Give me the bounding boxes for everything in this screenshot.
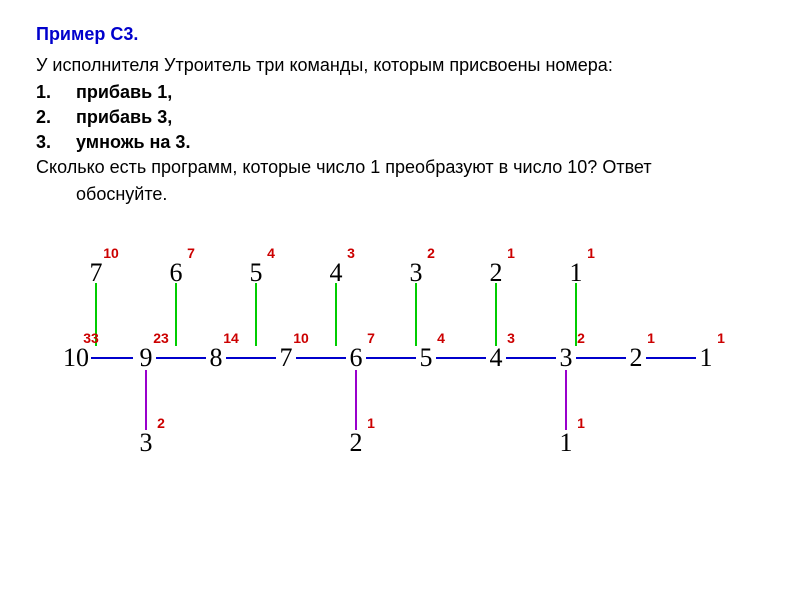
diagram-count: 1 xyxy=(577,415,585,431)
cmd-num: 2. xyxy=(36,107,76,128)
diagram-node: 7 xyxy=(280,343,293,373)
diagram-count: 1 xyxy=(647,330,655,346)
diagram-node: 3 xyxy=(410,258,423,288)
diagram-node: 1 xyxy=(560,428,573,458)
diagram-node: 5 xyxy=(250,258,263,288)
diagram-node: 3 xyxy=(560,343,573,373)
diagram-count: 23 xyxy=(153,330,169,346)
diagram-node: 4 xyxy=(330,258,343,288)
command-row: 3. умножь на 3. xyxy=(36,132,764,153)
diagram-count: 10 xyxy=(293,330,309,346)
diagram-count: 2 xyxy=(577,330,585,346)
diagram-count: 7 xyxy=(187,245,195,261)
diagram-node: 2 xyxy=(490,258,503,288)
question-line1: Сколько есть программ, которые число 1 п… xyxy=(36,157,764,178)
diagram-count: 2 xyxy=(427,245,435,261)
diagram-node: 2 xyxy=(350,428,363,458)
diagram-node: 9 xyxy=(140,343,153,373)
cmd-text: умножь на 3. xyxy=(76,132,190,153)
diagram-node: 2 xyxy=(630,343,643,373)
diagram-count: 33 xyxy=(83,330,99,346)
diagram: 7106754433221111033923814710675443322111… xyxy=(36,233,756,473)
diagram-node: 4 xyxy=(490,343,503,373)
diagram-node: 5 xyxy=(420,343,433,373)
diagram-count: 7 xyxy=(367,330,375,346)
diagram-count: 14 xyxy=(223,330,239,346)
cmd-text: прибавь 3, xyxy=(76,107,172,128)
diagram-count: 4 xyxy=(437,330,445,346)
diagram-node: 8 xyxy=(210,343,223,373)
command-row: 2. прибавь 3, xyxy=(36,107,764,128)
diagram-count: 10 xyxy=(103,245,119,261)
diagram-node: 6 xyxy=(170,258,183,288)
diagram-count: 1 xyxy=(507,245,515,261)
diagram-node: 7 xyxy=(90,258,103,288)
diagram-count: 1 xyxy=(587,245,595,261)
diagram-node: 3 xyxy=(140,428,153,458)
cmd-text: прибавь 1, xyxy=(76,82,172,103)
intro-text: У исполнителя Утроитель три команды, кот… xyxy=(36,55,764,76)
diagram-node: 1 xyxy=(700,343,713,373)
diagram-count: 4 xyxy=(267,245,275,261)
diagram-node: 6 xyxy=(350,343,363,373)
cmd-num: 3. xyxy=(36,132,76,153)
diagram-node: 10 xyxy=(63,343,89,373)
cmd-num: 1. xyxy=(36,82,76,103)
diagram-count: 2 xyxy=(157,415,165,431)
command-row: 1. прибавь 1, xyxy=(36,82,764,103)
diagram-count: 1 xyxy=(367,415,375,431)
title: Пример С3. xyxy=(36,24,764,45)
diagram-node: 1 xyxy=(570,258,583,288)
question-line2: обоснуйте. xyxy=(76,184,764,205)
diagram-count: 3 xyxy=(347,245,355,261)
diagram-count: 1 xyxy=(717,330,725,346)
diagram-count: 3 xyxy=(507,330,515,346)
